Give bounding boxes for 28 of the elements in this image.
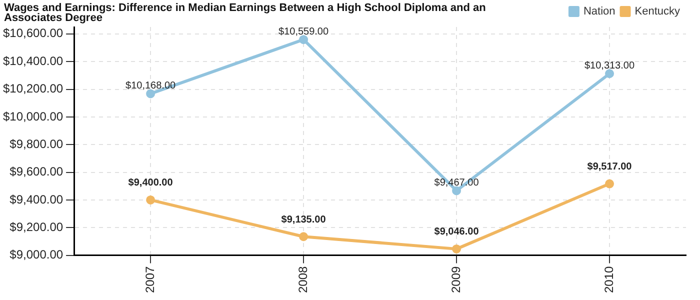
- y-tick-label: $9,600.00: [10, 164, 64, 179]
- x-tick-label: 2010: [602, 266, 616, 294]
- legend-label: Nation: [583, 6, 616, 18]
- legend-label: Kentucky: [634, 6, 680, 18]
- data-label: $9,135.00: [281, 214, 326, 226]
- data-label: $10,313.00: [584, 60, 635, 72]
- x-tick-label: 2008: [296, 266, 310, 294]
- y-tick-label: $10,200.00: [2, 82, 64, 96]
- data-label: $10,559.00: [278, 26, 329, 38]
- point: [452, 244, 462, 254]
- data-label: $9,400.00: [128, 178, 174, 189]
- data-label: $9,467.00: [434, 177, 480, 188]
- point: [299, 232, 308, 242]
- point: [146, 195, 156, 204]
- y-tick-label: $9,800.00: [10, 136, 64, 151]
- data-label: $9,046.00: [434, 226, 480, 238]
- y-tick-label: $10,600.00: [2, 26, 64, 40]
- y-tick-label: $10,400.00: [2, 54, 64, 68]
- y-tick-label: $9,400.00: [10, 192, 64, 206]
- data-label: $9,517.00: [587, 162, 632, 173]
- x-tick-label: 2009: [448, 266, 463, 294]
- x-tick-label: 2007: [142, 266, 157, 294]
- point: [605, 179, 614, 188]
- y-tick-label: $10,000.00: [2, 109, 64, 124]
- chart-title: Wages and Earnings: Difference in Median Earnings Between a High School Diploma and an Associates Degree: [4, 2, 487, 24]
- data-label: $10,168.00: [126, 80, 176, 92]
- y-tick-label: $9,000.00: [10, 248, 64, 262]
- y-tick-label: $9,200.00: [10, 220, 64, 234]
